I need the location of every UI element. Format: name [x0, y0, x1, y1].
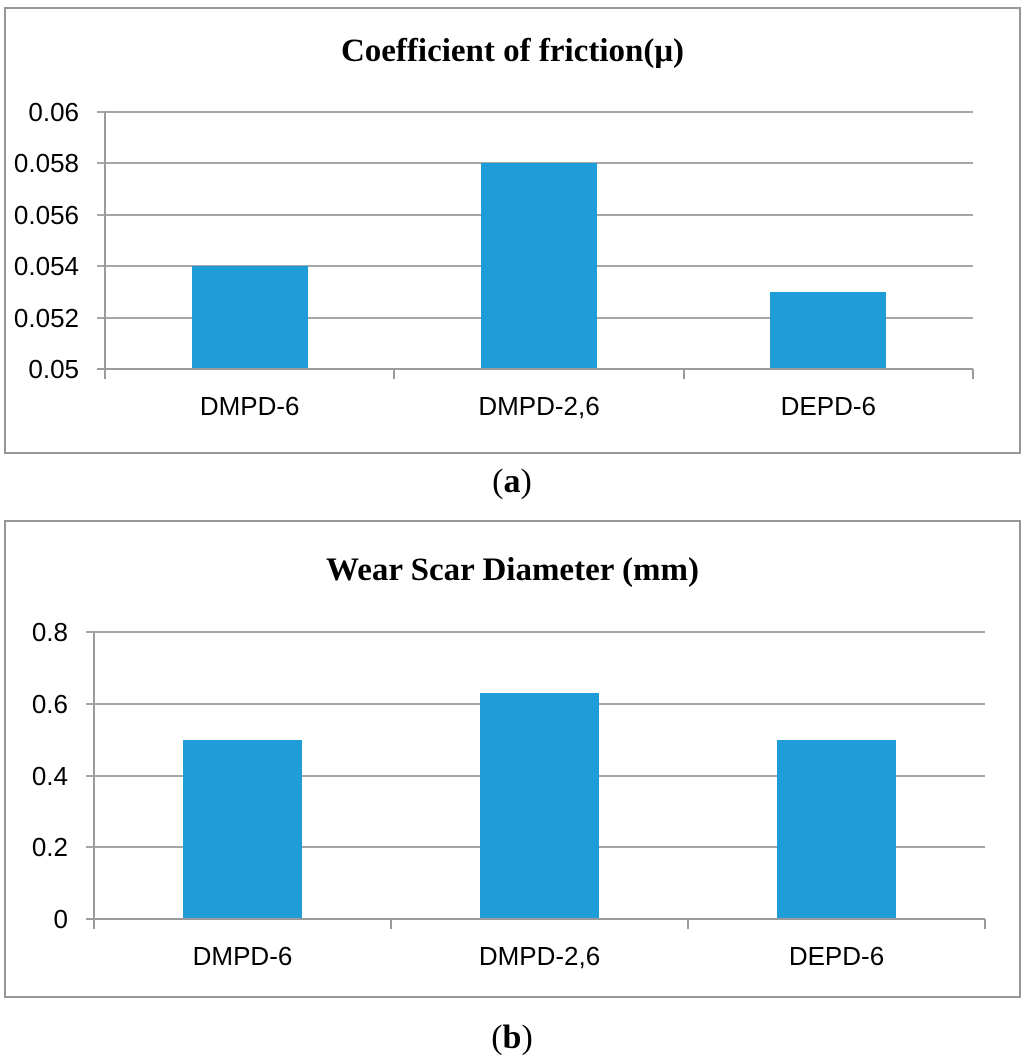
y-tick-label: 0.05 [28, 354, 79, 384]
caption-a-open-paren: ( [492, 463, 504, 500]
figure-caption-b: (b) [0, 1019, 1024, 1056]
x-category-label: DMPD-6 [192, 941, 293, 971]
y-tick-label: 0.056 [13, 199, 79, 230]
x-category-label: DMPD-2,6 [478, 391, 600, 421]
x-axis-tick [393, 369, 396, 379]
chart-a-plot-area: 0.05 0.052 0.054 0.056 0.058 0.06 DMPD-6 DMPD-2… [14, 99, 974, 419]
x-axis-tick [682, 369, 685, 379]
y-tick-label: 0.06 [28, 97, 79, 127]
caption-b-close-paren: ) [521, 1019, 533, 1056]
x-category-label: DMPD-2,6 [478, 941, 601, 971]
bar-DMPD-6 [191, 266, 308, 369]
chart-panel-a: Coefficient of friction(μ) 0.05 0.052 0.05… [4, 7, 1021, 454]
x-axis-tick [687, 919, 689, 929]
gridline-y-0 [86, 918, 985, 920]
bar-DMPD-6 [183, 739, 302, 919]
x-axis-tick [972, 369, 974, 379]
y-tick-label: 0.058 [13, 148, 79, 179]
x-category-label: DEPD-6 [788, 941, 885, 971]
caption-a-close-paren: ) [520, 463, 532, 500]
x-axis-tick [104, 369, 106, 379]
y-tick-label: 0.2 [31, 832, 68, 863]
chart-a-title: Coefficient of friction(μ) [340, 33, 685, 69]
caption-b-open-paren: ( [491, 1019, 503, 1056]
x-category-label: DEPD-6 [780, 391, 876, 421]
bar-DEPD-6 [770, 291, 887, 369]
figure-caption-a: (a) [0, 463, 1024, 500]
bar-DEPD-6 [777, 739, 896, 919]
y-tick-label: 0.052 [13, 302, 79, 333]
y-tick-label: 0.054 [13, 251, 79, 282]
bar-DMPD-2,6 [481, 163, 597, 369]
y-tick-label: 0.8 [31, 617, 68, 647]
y-axis-line [93, 631, 95, 929]
x-axis-tick [984, 919, 986, 929]
x-category-label: DMPD-6 [199, 391, 300, 421]
x-axis-tick [93, 919, 95, 929]
y-axis-line [104, 111, 106, 379]
bar-DMPD-2,6 [480, 692, 599, 919]
gridline-y-0.8 [86, 631, 985, 633]
y-tick-label: 0.6 [31, 688, 68, 719]
chart-b-title: Wear Scar Diameter (mm) [326, 552, 699, 588]
y-tick-label: 0.4 [31, 760, 68, 791]
caption-b-letter: b [502, 1019, 522, 1056]
chart-b-plot-area: 0 0.2 0.4 0.6 0.8 DMPD-6 DMPD-2,6 DEPD-6 [32, 619, 986, 969]
chart-panel-b: Wear Scar Diameter (mm) 0 0.2 0.4 0.6 0.8 DMP… [4, 520, 1021, 998]
x-axis-tick [390, 919, 392, 929]
gridline-y-0.05 [97, 368, 973, 370]
y-tick-label: 0 [53, 904, 68, 934]
gridline-y-0.06 [97, 111, 973, 113]
caption-a-letter: a [503, 463, 521, 500]
